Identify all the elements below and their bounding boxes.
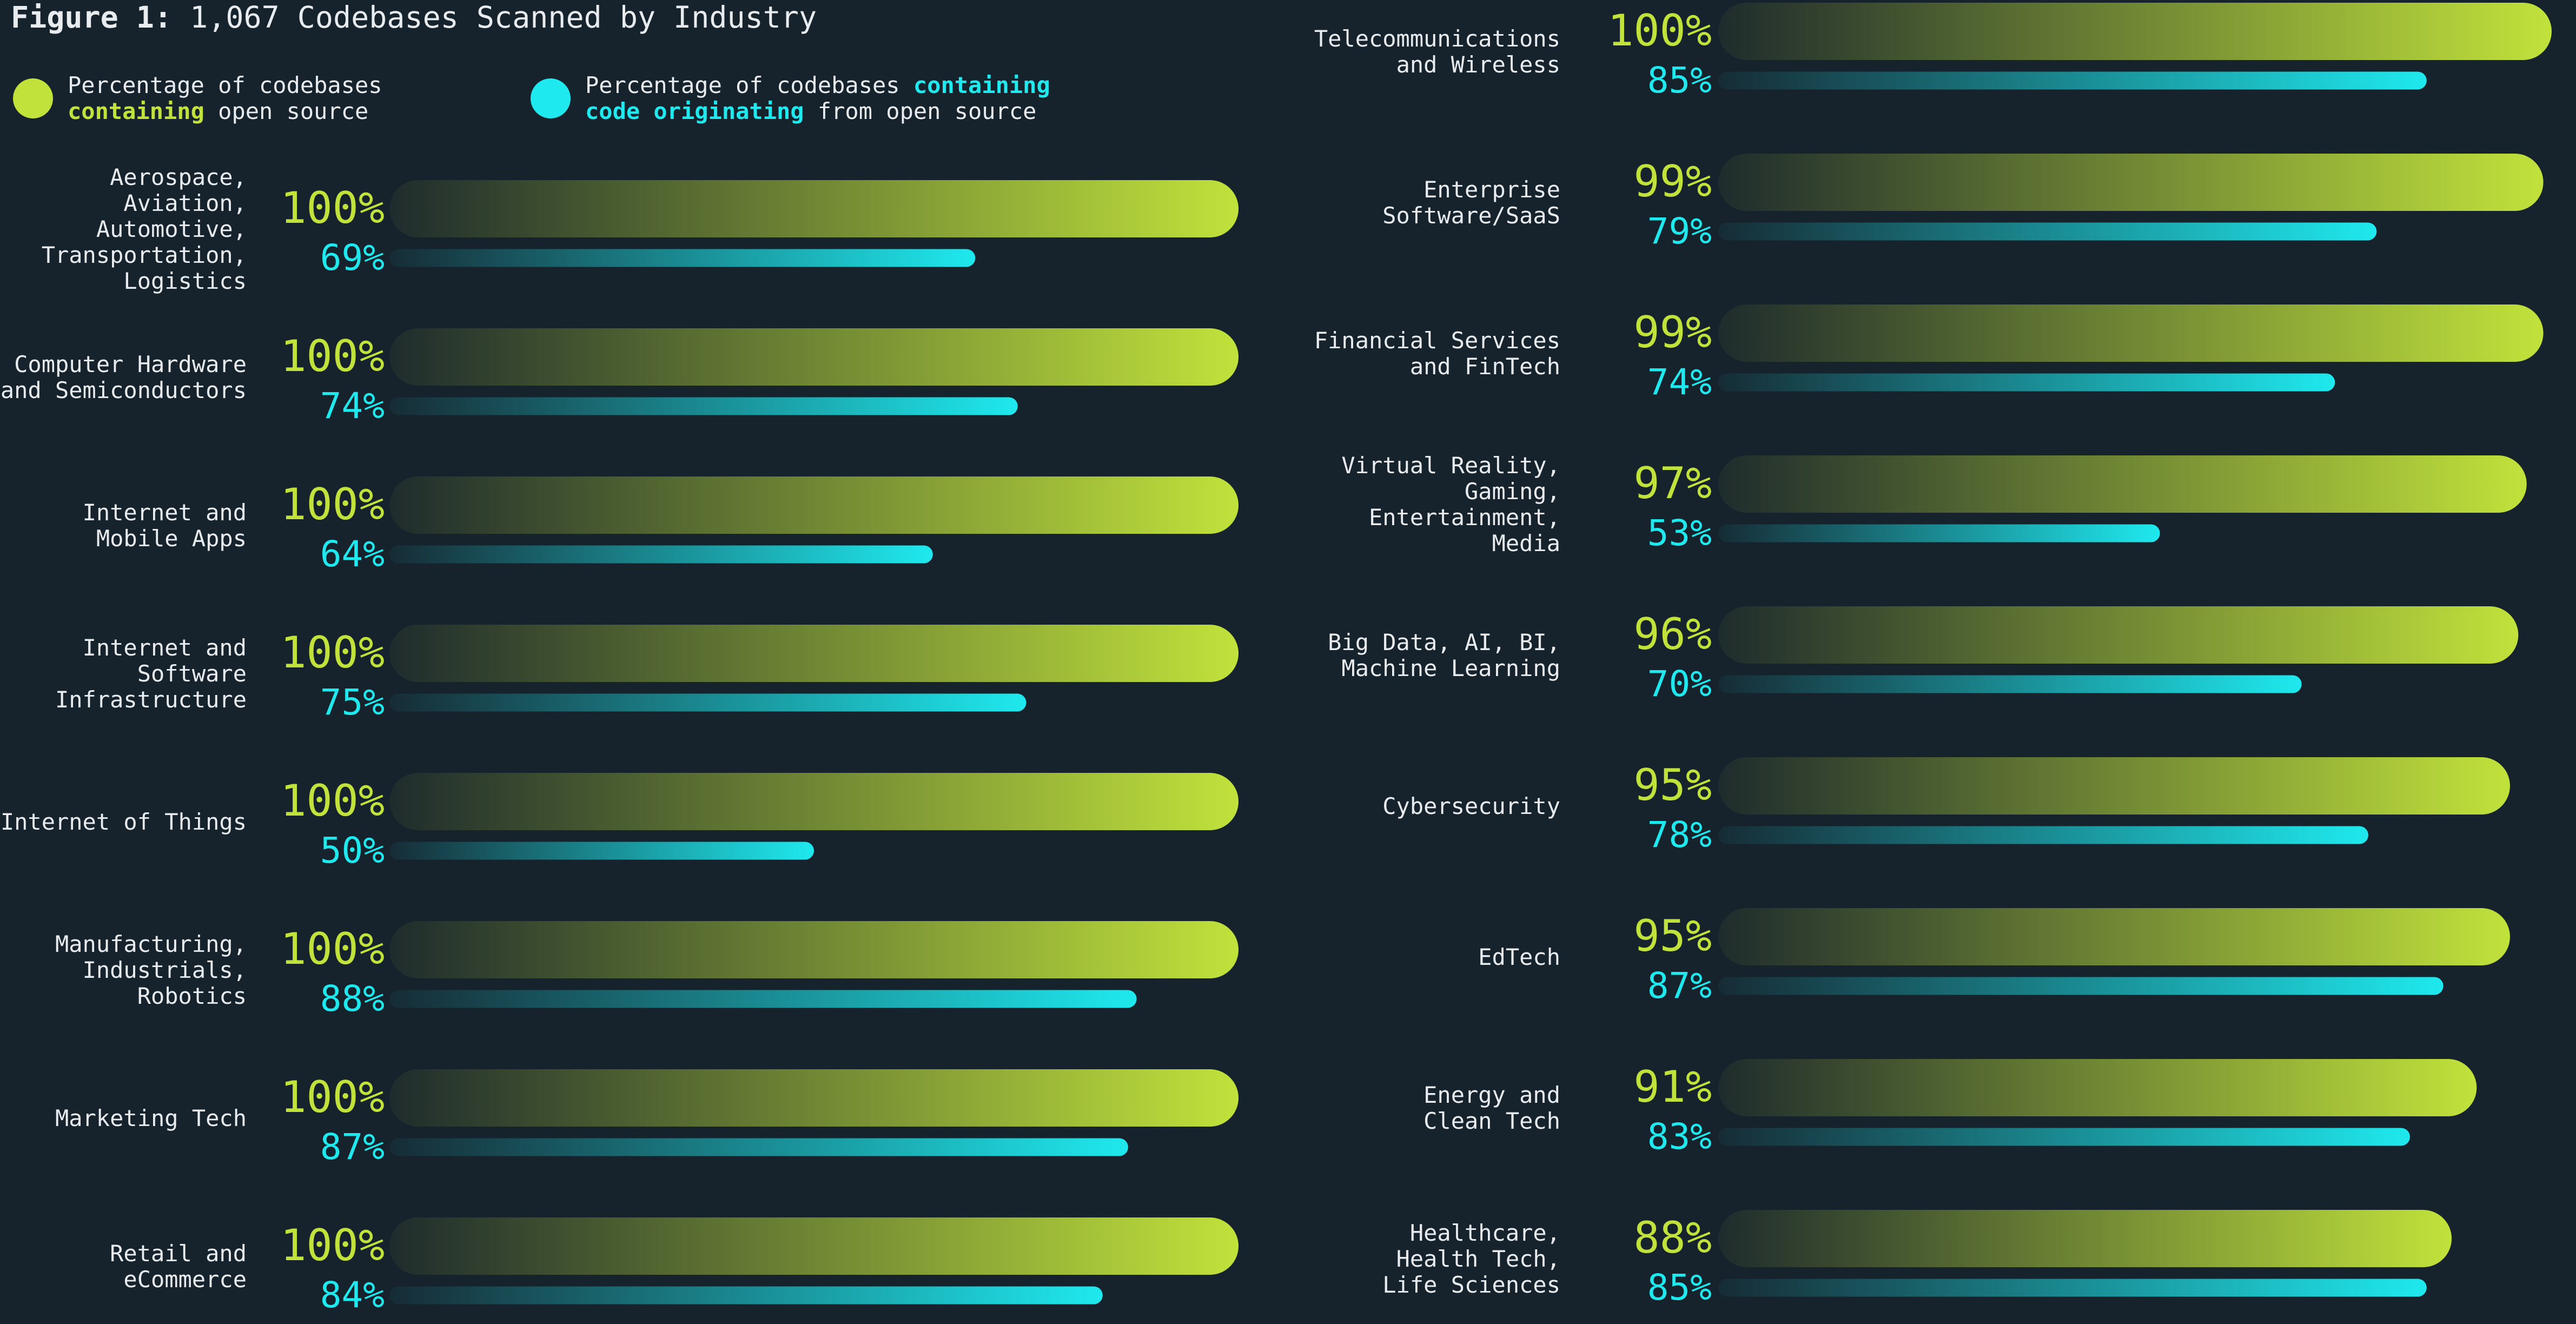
bar (389, 1286, 1103, 1305)
category-label: Virtual Reality, Gaming, Entertainment, Med… (1341, 452, 1560, 557)
value-label: 96% (1634, 609, 1712, 659)
value-label: 100% (280, 1220, 385, 1270)
legend-label: Percentage of codebases containing code … (585, 72, 1050, 124)
bar (1718, 908, 2510, 965)
category-label: Internet of Things (1, 809, 247, 835)
value-label: 69% (320, 237, 385, 279)
value-label: 78% (1647, 814, 1712, 856)
category-label: Financial Services and FinTech (1314, 327, 1560, 380)
bar (389, 180, 1239, 237)
value-label: 99% (1634, 307, 1712, 358)
bar (389, 693, 1027, 712)
bar (1718, 1210, 2452, 1267)
value-label: 100% (280, 479, 385, 529)
value-label: 99% (1634, 156, 1712, 207)
value-label: 79% (1647, 210, 1712, 252)
category-label: Aerospace, Aviation, Automotive, Transporta… (42, 164, 247, 294)
value-label: 87% (320, 1126, 385, 1168)
category-label: Healthcare, Health Tech, Life Sciences (1382, 1220, 1560, 1298)
category-label: EdTech (1478, 944, 1560, 970)
bar (389, 545, 933, 564)
category-label: Manufacturing, Industrials, Robotics (55, 931, 247, 1009)
value-label: 85% (1647, 1267, 1712, 1308)
bar (389, 1138, 1128, 1156)
value-label: 74% (1647, 361, 1712, 403)
value-label: 74% (320, 385, 385, 427)
bar (389, 990, 1137, 1008)
bar (389, 476, 1239, 534)
value-label: 95% (1634, 911, 1712, 961)
value-label: 85% (1647, 59, 1712, 101)
value-label: 97% (1634, 458, 1712, 508)
legend-label: Percentage of codebases containing open … (68, 72, 382, 124)
bar (1718, 675, 2302, 693)
bar (1718, 1059, 2477, 1116)
category-label: Retail and eCommerce (110, 1240, 247, 1293)
category-label: Big Data, AI, BI, Machine Learning (1328, 629, 1560, 681)
bar (1718, 1128, 2411, 1146)
bar (389, 249, 976, 267)
bar (1718, 524, 2160, 542)
value-label: 100% (280, 776, 385, 826)
category-label: Internet and Software Infrastructure (55, 634, 247, 713)
value-label: 100% (280, 183, 385, 233)
category-label: Marketing Tech (55, 1105, 247, 1131)
value-label: 88% (1634, 1213, 1712, 1263)
category-label: Cybersecurity (1382, 793, 1560, 819)
value-label: 50% (320, 830, 385, 871)
value-label: 53% (1647, 512, 1712, 554)
bar (389, 1217, 1239, 1275)
value-label: 95% (1634, 760, 1712, 810)
bar (1718, 977, 2443, 995)
bar (1718, 606, 2519, 664)
category-label: Energy and Clean Tech (1423, 1082, 1560, 1134)
value-label: 100% (280, 1072, 385, 1122)
category-label: Computer Hardware and Semiconductors (1, 351, 247, 403)
value-label: 70% (1647, 663, 1712, 705)
bar (389, 397, 1018, 415)
bar (389, 328, 1239, 386)
category-label: Internet and Mobile Apps (83, 499, 247, 552)
value-label: 88% (320, 978, 385, 1020)
bar (389, 842, 814, 860)
value-label: 83% (1647, 1116, 1712, 1157)
value-label: 84% (320, 1274, 385, 1316)
value-label: 87% (1647, 965, 1712, 1007)
bar (389, 1069, 1239, 1127)
value-label: 100% (280, 924, 385, 974)
legend-swatch (13, 78, 53, 118)
value-label: 100% (1607, 5, 1712, 56)
bar (1718, 222, 2377, 241)
bar (1718, 154, 2544, 211)
legend-swatch (531, 78, 571, 118)
value-label: 100% (280, 627, 385, 678)
value-label: 64% (320, 533, 385, 575)
bar (1718, 1279, 2427, 1297)
value-label: 75% (320, 681, 385, 723)
bar (1718, 71, 2427, 90)
value-label: 91% (1634, 1062, 1712, 1112)
value-label: 100% (280, 331, 385, 381)
chart-title: Figure 1: 1,067 Codebases Scanned by Ind… (11, 0, 817, 35)
bar (1718, 304, 2544, 362)
bar (1718, 455, 2527, 513)
category-label: Enterprise Software/SaaS (1382, 176, 1560, 229)
bar (389, 773, 1239, 830)
bar (389, 625, 1239, 682)
bar (389, 921, 1239, 978)
bar (1718, 373, 2335, 392)
bar (1718, 3, 2552, 60)
bar (1718, 826, 2368, 844)
bar (1718, 757, 2510, 815)
category-label: Telecommunications and Wireless (1314, 25, 1560, 78)
